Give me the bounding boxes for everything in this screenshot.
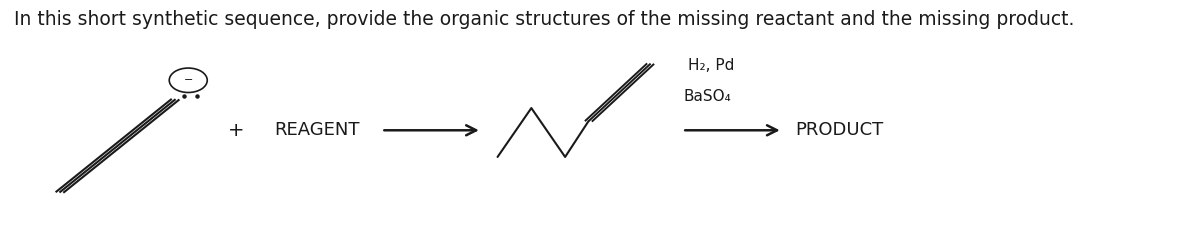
Text: REAGENT: REAGENT: [274, 121, 359, 139]
Text: +: +: [228, 121, 244, 140]
Text: PRODUCT: PRODUCT: [796, 121, 883, 139]
Text: H₂, Pd: H₂, Pd: [688, 58, 734, 72]
Text: −: −: [184, 75, 193, 85]
Text: In this short synthetic sequence, provide the organic structures of the missing : In this short synthetic sequence, provid…: [14, 10, 1074, 29]
Text: BaSO₄: BaSO₄: [683, 89, 731, 104]
